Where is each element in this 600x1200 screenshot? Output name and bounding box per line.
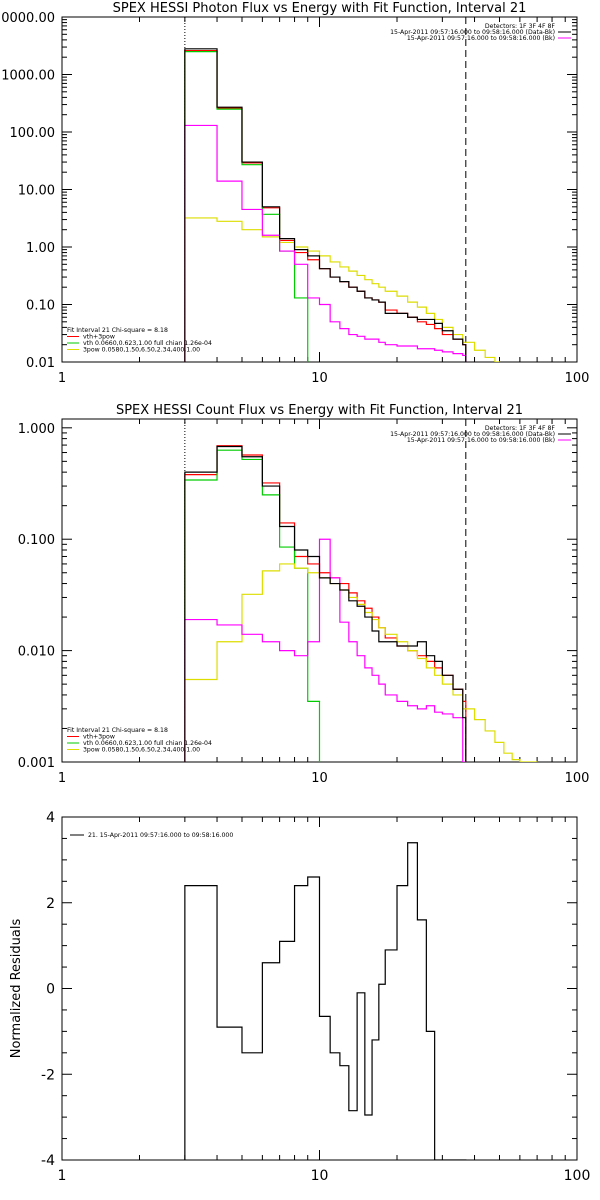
x-tick-label: 10 [311, 371, 328, 386]
series-bk-line [184, 538, 467, 762]
y-tick-label: 100.00 [10, 126, 56, 141]
legend-bottom-left-entry: vth 0.0660,0.623,1.00 full chian 1.26e-0… [83, 740, 212, 747]
y-tick-label: 1.000 [18, 422, 55, 437]
x-tick-label: 100 [565, 371, 590, 386]
series-3pow-line [184, 217, 501, 362]
x-tick-label: 10 [311, 1168, 329, 1184]
y-tick-label: 10.00 [18, 184, 55, 199]
y-tick-label: 4 [46, 810, 55, 826]
legend-top-right-entry: 15-Apr-2011 09:57:16.000 to 09:58:16.000… [407, 35, 555, 42]
y-tick-label: 1.00 [26, 241, 55, 256]
legend-top-right-entry: 15-Apr-2011 09:57:16.000 to 09:58:16.000… [407, 437, 555, 444]
series-bk-line [184, 124, 467, 362]
y-tick-label: -2 [41, 1067, 55, 1083]
legend-bottom-left-entry: vth+3pow [83, 734, 115, 741]
y-tick-label: -4 [41, 1153, 55, 1169]
chart-title: SPEX HESSI Count Flux vs Energy with Fit… [116, 403, 523, 418]
x-tick-label: 100 [565, 771, 590, 786]
y-tick-label: 0.010 [18, 645, 55, 660]
legend-bottom-left-entry: vth 0.0660,0.623,1.00 full chian 1.26e-0… [83, 340, 212, 347]
series-vth-3pow-line [184, 445, 467, 762]
series-3pow-line [184, 563, 538, 762]
y-tick-label: 0 [46, 982, 55, 998]
series-data-bk-line [184, 48, 467, 362]
x-tick-label: 1 [58, 771, 66, 786]
count-flux-panel: SPEX HESSI Count Flux vs Energy with Fit… [18, 403, 590, 786]
plot-frame [61, 16, 578, 363]
x-tick-label: 1 [58, 1168, 67, 1184]
legend-bottom-left-entry: 3pow 0.0580,1.50,6.50,2.34,400,1.00 [83, 747, 200, 754]
photon-flux-panel: SPEX HESSI Photon Flux vs Energy with Fi… [1, 1, 589, 386]
legend-top-right-entry: Detectors: 1F 3F 4F 8F [485, 425, 556, 432]
y-tick-label: 0.100 [18, 533, 55, 548]
series-vth-3pow-line [184, 50, 467, 362]
series-vth-line [184, 449, 321, 762]
y-tick-label: 1000.00 [1, 69, 55, 84]
series-21-15-apr-2011-09-57-16-000-to-09-58-16-000-line [184, 842, 467, 1160]
legend-top-right-entry: 15-Apr-2011 09:57:16.000 to 09:58:16.000… [390, 29, 555, 36]
legend-bottom-left-entry: Fit Interval 21 Chi-square = 8.18 [67, 327, 168, 334]
series-vth-line [184, 51, 309, 362]
legend-top-right-entry: 15-Apr-2011 09:57:16.000 to 09:58:16.000… [390, 431, 555, 438]
legend-top-left-entry: 21. 15-Apr-2011 09:57:16.000 to 09:58:16… [88, 832, 233, 839]
y-tick-label: 0000.00 [1, 11, 55, 26]
legend-bottom-left-entry: vth+3pow [83, 334, 115, 341]
residuals-panel: 1 10 100 -4 -2 0 2 4 Normalized Residuals 21. 15-… [9, 810, 590, 1184]
chart-title: SPEX HESSI Photon Flux vs Energy with Fi… [113, 1, 527, 16]
y-axis-label: Normalized Residuals [9, 919, 24, 1059]
y-tick-label: 0.001 [18, 756, 55, 771]
x-tick-label: 10 [311, 771, 328, 786]
y-tick-label: 2 [46, 896, 55, 912]
legend-top-right-entry: Detectors: 1F 3F 4F 8F [485, 23, 556, 30]
x-tick-label: 1 [58, 371, 66, 386]
x-tick-label: 100 [564, 1168, 591, 1184]
y-tick-label: 0.01 [26, 356, 55, 371]
legend-bottom-left-entry: 3pow 0.0580,1.50,6.50,2.34,400,1.00 [83, 347, 200, 354]
legend-bottom-left-entry: Fit Interval 21 Chi-square = 8.18 [67, 727, 168, 734]
y-tick-label: 0.10 [26, 299, 55, 314]
series-data-bk-line [184, 445, 467, 762]
